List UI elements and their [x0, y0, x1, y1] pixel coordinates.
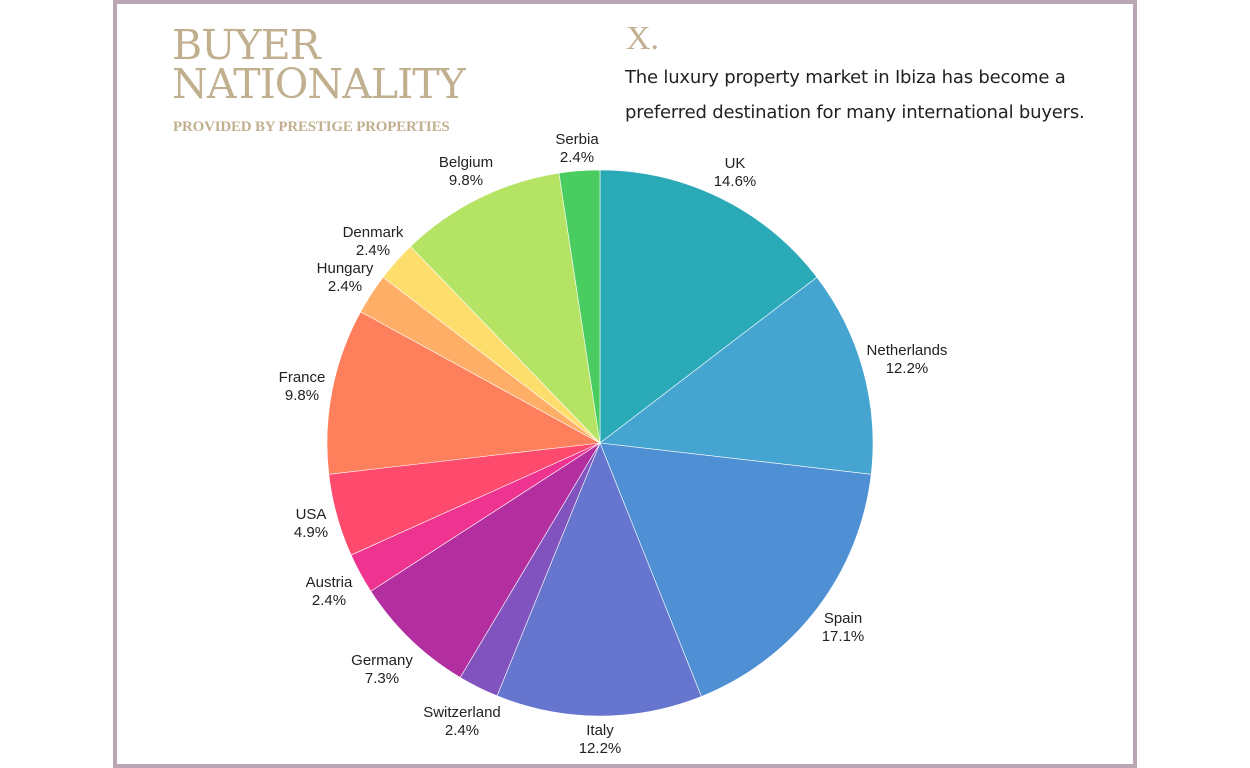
- pie-slice-spain: [599, 442, 872, 697]
- slice-label-percent: 9.8%: [449, 172, 483, 189]
- slice-label-name: Hungary: [317, 260, 374, 277]
- description-line-1: The luxury property market in Ibiza has …: [625, 67, 1066, 88]
- brand-logo: X.: [626, 20, 660, 57]
- slice-label-name: Serbia: [555, 131, 599, 148]
- pie-slice-italy: [496, 442, 702, 717]
- slice-label-name: Germany: [351, 652, 413, 669]
- slice-label-percent: 2.4%: [328, 278, 362, 295]
- slice-label-percent: 4.9%: [294, 524, 328, 541]
- pie-slices: [326, 169, 874, 717]
- pie-slice-belgium: [410, 172, 601, 444]
- slice-label-percent: 2.4%: [356, 242, 390, 259]
- pie-slice-netherlands: [599, 276, 874, 475]
- slice-label-percent: 14.6%: [714, 173, 757, 190]
- pie-slice-france: [326, 311, 601, 475]
- slice-label-percent: 17.1%: [822, 628, 865, 645]
- title-line-2: NATIONALITY: [172, 60, 466, 108]
- slice-label-name: UK: [725, 155, 746, 172]
- pie-slice-serbia: [558, 169, 601, 444]
- slice-label-name: Denmark: [343, 224, 404, 241]
- slice-label-percent: 12.2%: [579, 740, 622, 757]
- slice-label-percent: 12.2%: [886, 360, 929, 377]
- subtitle: PROVIDED BY PRESTIGE PROPERTIES: [173, 119, 450, 135]
- pie-slice-germany: [370, 442, 601, 678]
- title-line-1: BUYER: [172, 21, 321, 69]
- slice-label-name: France: [279, 369, 326, 386]
- description-line-2: preferred destination for many internati…: [625, 102, 1085, 123]
- slice-label-name: Spain: [824, 610, 862, 627]
- pie-labels: UK14.6%Netherlands12.2%Spain17.1%Italy12…: [279, 131, 948, 757]
- slice-label-percent: 7.3%: [365, 670, 399, 687]
- slice-label-name: Italy: [586, 722, 614, 739]
- page-title: BUYER NATIONALITY: [172, 21, 466, 108]
- slice-label-name: USA: [296, 506, 327, 523]
- slice-label-name: Belgium: [439, 154, 493, 171]
- pie-slice-uk: [599, 169, 818, 444]
- slice-label-name: Netherlands: [867, 342, 948, 359]
- description: The luxury property market in Ibiza has …: [625, 60, 1095, 130]
- slice-label-percent: 2.4%: [560, 149, 594, 166]
- slice-label-percent: 2.4%: [445, 722, 479, 739]
- slice-label-percent: 9.8%: [285, 387, 319, 404]
- slice-label-name: Austria: [306, 574, 353, 591]
- slice-label-percent: 2.4%: [312, 592, 346, 609]
- slice-label-name: Switzerland: [423, 704, 501, 721]
